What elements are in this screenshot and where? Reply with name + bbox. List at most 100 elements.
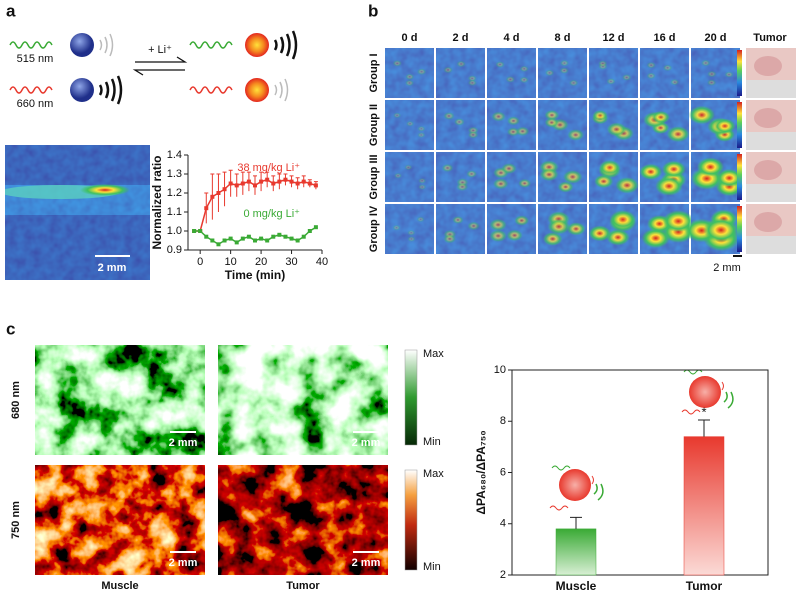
y-tick-label: 1.4 (167, 149, 182, 161)
marker (283, 177, 288, 182)
colorbar-min: Min (423, 561, 441, 573)
column-label: Tumor (286, 580, 320, 592)
colorbar-max: Max (423, 348, 444, 360)
column-header: Tumor (753, 32, 787, 44)
hotspot (418, 177, 427, 184)
bar (555, 528, 597, 576)
row-label: 750 nm (10, 501, 22, 539)
column-label: Muscle (101, 580, 138, 592)
hotspot (519, 76, 529, 84)
pa-texture (640, 48, 689, 98)
hotspot (646, 61, 656, 69)
pa-texture (487, 152, 536, 202)
marker (204, 206, 209, 211)
hotspot (418, 184, 427, 190)
marker (277, 179, 282, 184)
hotspot (443, 66, 453, 74)
hotspot (405, 79, 414, 87)
nanoparticle-icons (549, 369, 734, 511)
ruler (746, 132, 796, 150)
hotspot (566, 222, 586, 236)
hotspot (557, 181, 574, 193)
x-tick-label: 30 (285, 256, 297, 268)
tumor (754, 56, 782, 76)
hotspot (568, 79, 579, 87)
hotspot (655, 176, 683, 196)
ruler (746, 80, 796, 98)
pa-texture (487, 48, 536, 98)
hotspot (606, 78, 616, 85)
hotspot (599, 159, 621, 176)
tumor (754, 108, 782, 128)
row-label: Group II (368, 104, 380, 146)
hotspot (467, 79, 477, 86)
hotspot (724, 71, 734, 78)
scale-label: 2 mm (713, 262, 741, 274)
y-tick-label: 0.9 (167, 244, 182, 256)
hotspot (559, 67, 569, 74)
row-label: Group III (368, 154, 380, 199)
colorbar (737, 50, 742, 96)
hotspot (392, 60, 402, 67)
hotspot (507, 127, 520, 137)
pa-texture (589, 48, 638, 98)
image-750-tumor (218, 465, 388, 575)
hotspot (662, 64, 673, 72)
marker (301, 234, 306, 239)
image-680-tumor (218, 345, 388, 455)
colorbar (737, 154, 742, 200)
column-header: 20 d (704, 32, 726, 44)
hotspot (592, 110, 608, 121)
marker (259, 179, 264, 184)
hotspot (507, 116, 520, 126)
marker (271, 234, 276, 239)
x-tick-label: Tumor (686, 579, 723, 593)
hotspot (646, 72, 656, 80)
image-680-muscle (35, 345, 205, 455)
image-grid (385, 48, 796, 254)
panel-label: b (368, 1, 378, 20)
hotspot (639, 163, 663, 180)
hotspot (407, 236, 416, 242)
marker (228, 181, 233, 186)
marker (253, 238, 257, 243)
row-label: 680 nm (10, 381, 22, 419)
colorbar-min: Min (423, 436, 441, 448)
row-label: Group I (368, 53, 380, 92)
series-label: 38 mg/kg Li⁺ (237, 162, 300, 174)
hotspot (661, 160, 686, 178)
hotspot (514, 215, 530, 226)
hotspot (456, 182, 469, 191)
marker (222, 187, 227, 192)
hotspot (594, 174, 614, 189)
marker (216, 191, 221, 195)
hotspot (703, 217, 739, 243)
reagent-label: + Li⁺ (148, 44, 172, 56)
colorbar (404, 349, 418, 446)
panel-label: c (6, 319, 15, 338)
significance: * (701, 404, 706, 419)
pa-texture (436, 48, 485, 98)
x-tick-label: 0 (197, 256, 203, 268)
marker (222, 238, 227, 243)
marker (289, 179, 294, 184)
marker (283, 234, 288, 239)
hotspot (443, 112, 455, 120)
hotspot (489, 218, 507, 231)
marker (228, 236, 233, 241)
hotspot (454, 118, 465, 126)
error-bar (698, 419, 710, 437)
bar (683, 436, 725, 576)
y-tick-label: 1.2 (167, 187, 182, 199)
scale-label: 2 mm (352, 437, 381, 449)
column-header: 8 d (555, 32, 571, 44)
hotspot (452, 216, 464, 224)
column-header: 4 d (504, 32, 520, 44)
marker (234, 240, 239, 245)
column-header: 2 d (453, 32, 469, 44)
plot-frame (511, 369, 769, 576)
hotspot (467, 75, 477, 82)
hotspot (606, 122, 627, 137)
row-label: Group IV (368, 205, 380, 252)
column-header: 16 d (653, 32, 675, 44)
